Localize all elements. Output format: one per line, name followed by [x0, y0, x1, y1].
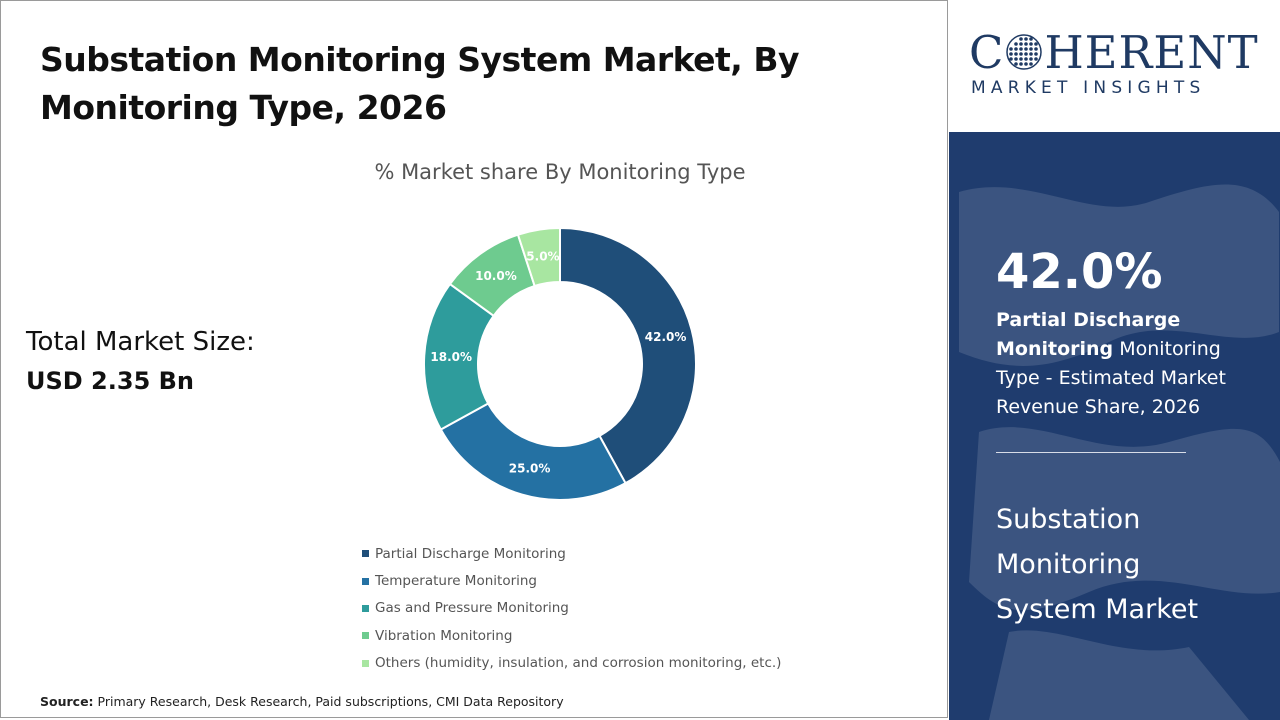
- legend-item: Others (humidity, insulation, and corros…: [362, 650, 781, 677]
- source-text: Primary Research, Desk Research, Paid su…: [97, 694, 564, 709]
- chart-title: % Market share By Monitoring Type: [374, 160, 746, 184]
- chart-legend: Partial Discharge Monitoring Temperature …: [362, 540, 781, 677]
- legend-swatch: [362, 550, 369, 558]
- data-label-3: 18.0%: [430, 350, 472, 364]
- highlight-value: 42.0%: [996, 244, 1163, 300]
- legend-item: Partial Discharge Monitoring: [362, 540, 781, 567]
- donut-slice-5: [516, 226, 561, 288]
- donut-slice-2: [439, 402, 627, 501]
- brand-name-prefix: C: [969, 26, 1005, 79]
- source-label: Source:: [40, 694, 94, 709]
- total-market-label: Total Market Size:: [26, 327, 255, 357]
- donut-chart: 42.0% 25.0% 18.0% 10.0% 5.0%: [423, 226, 697, 501]
- legend-swatch: [362, 577, 369, 585]
- total-market-size: Total Market Size: USD 2.35 Bn: [26, 325, 255, 403]
- legend-item: Gas and Pressure Monitoring: [362, 595, 781, 622]
- data-label-1: 42.0%: [645, 330, 687, 344]
- legend-label: Temperature Monitoring: [375, 573, 537, 590]
- panel-market-name: Substation Monitoring System Market: [996, 504, 1199, 625]
- data-label-2: 25.0%: [509, 462, 551, 476]
- brand-name: C HERENT: [969, 28, 1259, 78]
- panel-divider: [996, 452, 1186, 453]
- legend-item: Temperature Monitoring: [362, 567, 781, 594]
- data-label-4: 10.0%: [475, 269, 517, 283]
- highlight-segment: Partial Discharge Monitoring: [996, 309, 1181, 360]
- legend-item: Vibration Monitoring: [362, 622, 781, 649]
- total-market-value: USD 2.35 Bn: [26, 367, 194, 395]
- legend-swatch: [362, 604, 369, 612]
- highlight-description: Partial Discharge Monitoring Monitoring …: [996, 306, 1266, 422]
- brand-logo: C HERENT MARKET INSIGHTS: [949, 0, 1280, 132]
- highlight-panel: 42.0% Partial Discharge Monitoring Monit…: [949, 132, 1280, 720]
- legend-swatch: [362, 659, 369, 667]
- page-title: Substation Monitoring System Market, By …: [40, 40, 800, 127]
- legend-label: Gas and Pressure Monitoring: [375, 600, 569, 617]
- brand-name-suffix: HERENT: [1044, 26, 1259, 79]
- data-label-5: 5.0%: [526, 249, 559, 263]
- highlight-text: Monitoring Type - Estimated Market Reven…: [996, 338, 1226, 418]
- brand-tagline: MARKET INSIGHTS: [971, 78, 1206, 98]
- legend-label: Partial Discharge Monitoring: [375, 545, 566, 562]
- donut-slice-1: [559, 226, 697, 485]
- legend-swatch: [362, 632, 369, 640]
- legend-label: Vibration Monitoring: [375, 627, 513, 644]
- globe-icon: [1006, 34, 1043, 70]
- source-note: Source: Primary Research, Desk Research,…: [40, 694, 564, 709]
- map-background: [959, 184, 1280, 720]
- legend-label: Others (humidity, insulation, and corros…: [375, 655, 782, 672]
